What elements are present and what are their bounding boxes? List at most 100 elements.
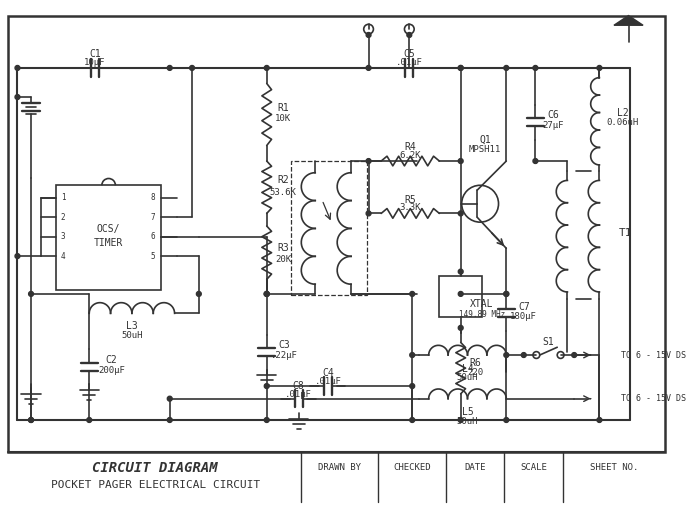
Text: 50uH: 50uH — [457, 418, 478, 426]
Circle shape — [410, 353, 415, 357]
Polygon shape — [614, 16, 643, 25]
Circle shape — [15, 254, 20, 258]
Circle shape — [458, 159, 463, 164]
Text: CIRCUIT DIAGRAM: CIRCUIT DIAGRAM — [92, 461, 218, 474]
Bar — [439, 277, 482, 317]
Text: OCS/: OCS/ — [97, 224, 120, 234]
Text: 180μF: 180μF — [510, 312, 537, 321]
Text: 7: 7 — [151, 213, 156, 222]
Circle shape — [504, 292, 509, 296]
Circle shape — [28, 418, 33, 423]
Circle shape — [366, 159, 371, 164]
Circle shape — [504, 65, 509, 70]
Text: TIMER: TIMER — [94, 238, 123, 248]
Circle shape — [410, 384, 415, 388]
Circle shape — [597, 418, 602, 423]
Text: C3: C3 — [278, 340, 290, 350]
Bar — [8, 16, 665, 452]
Text: Q1: Q1 — [479, 135, 491, 145]
Circle shape — [366, 65, 371, 70]
Text: DRAWN BY: DRAWN BY — [318, 463, 361, 472]
Text: 149.89 MHz: 149.89 MHz — [459, 310, 505, 319]
Text: SHEET NO.: SHEET NO. — [590, 463, 638, 472]
Circle shape — [504, 353, 509, 357]
Text: .22μF: .22μF — [271, 352, 297, 361]
Circle shape — [264, 384, 269, 388]
Circle shape — [15, 95, 20, 99]
Text: 200μF: 200μF — [98, 366, 125, 375]
Bar — [56, 185, 161, 290]
Circle shape — [190, 65, 195, 70]
Text: .01μF: .01μF — [396, 57, 423, 67]
Circle shape — [410, 418, 415, 423]
Text: C5: C5 — [403, 49, 415, 60]
Circle shape — [167, 418, 172, 423]
Text: 3: 3 — [60, 232, 65, 241]
Text: C2: C2 — [106, 355, 117, 365]
Circle shape — [458, 325, 463, 330]
Circle shape — [533, 159, 538, 164]
Text: C6: C6 — [547, 110, 559, 121]
Text: 6: 6 — [151, 232, 156, 241]
Circle shape — [264, 292, 269, 296]
Circle shape — [264, 418, 269, 423]
Text: 50uH: 50uH — [121, 331, 142, 340]
Text: 10μF: 10μF — [84, 57, 106, 67]
Text: 4: 4 — [60, 252, 65, 261]
Text: .01μF: .01μF — [285, 390, 312, 399]
Text: DATE: DATE — [464, 463, 486, 472]
Text: 1: 1 — [60, 193, 65, 203]
Circle shape — [264, 65, 269, 70]
Text: 20K: 20K — [275, 255, 291, 265]
Text: .01μF: .01μF — [314, 377, 341, 386]
Text: 6.2K: 6.2K — [400, 151, 421, 160]
Circle shape — [87, 418, 92, 423]
Circle shape — [521, 353, 526, 357]
Text: 10K: 10K — [275, 114, 291, 123]
Text: R3: R3 — [277, 243, 289, 253]
Text: C8: C8 — [293, 381, 304, 391]
Circle shape — [264, 292, 269, 296]
Bar — [291, 161, 367, 295]
Text: C1: C1 — [89, 49, 101, 60]
Circle shape — [167, 396, 172, 401]
Circle shape — [167, 65, 172, 70]
Text: 220: 220 — [467, 368, 483, 377]
Circle shape — [597, 65, 602, 70]
Text: R2: R2 — [277, 176, 289, 185]
Text: L4: L4 — [461, 364, 473, 373]
Text: 8: 8 — [151, 193, 156, 203]
Circle shape — [458, 292, 463, 296]
Circle shape — [28, 418, 33, 423]
Text: XTAL: XTAL — [471, 298, 493, 309]
Text: POCKET PAGER ELECTRICAL CIRCUIT: POCKET PAGER ELECTRICAL CIRCUIT — [51, 480, 260, 490]
Text: S1: S1 — [542, 337, 554, 348]
Text: 53.6K: 53.6K — [270, 188, 297, 196]
Text: 0.06uH: 0.06uH — [607, 118, 639, 127]
Text: SCALE: SCALE — [520, 463, 547, 472]
Text: TO 6 - 15V DS: TO 6 - 15V DS — [621, 394, 686, 403]
Circle shape — [504, 418, 509, 423]
Text: T1: T1 — [619, 228, 632, 238]
Circle shape — [572, 353, 577, 357]
Text: R6: R6 — [469, 358, 481, 368]
Circle shape — [15, 65, 20, 70]
Text: R5: R5 — [404, 195, 416, 205]
Circle shape — [366, 33, 371, 37]
Text: C4: C4 — [322, 368, 334, 379]
Text: TO 6 - 15V DS: TO 6 - 15V DS — [621, 351, 686, 359]
Text: 3.3K: 3.3K — [400, 203, 421, 212]
Text: 2: 2 — [60, 213, 65, 222]
Text: L3: L3 — [126, 321, 138, 331]
Circle shape — [366, 211, 371, 216]
Circle shape — [458, 211, 463, 216]
Circle shape — [458, 418, 463, 423]
Circle shape — [264, 292, 269, 296]
Circle shape — [458, 65, 463, 70]
Circle shape — [197, 292, 202, 296]
Circle shape — [410, 292, 415, 296]
Text: L5: L5 — [461, 407, 473, 417]
Text: 27μF: 27μF — [542, 121, 564, 130]
Text: 5: 5 — [151, 252, 156, 261]
Circle shape — [533, 65, 538, 70]
